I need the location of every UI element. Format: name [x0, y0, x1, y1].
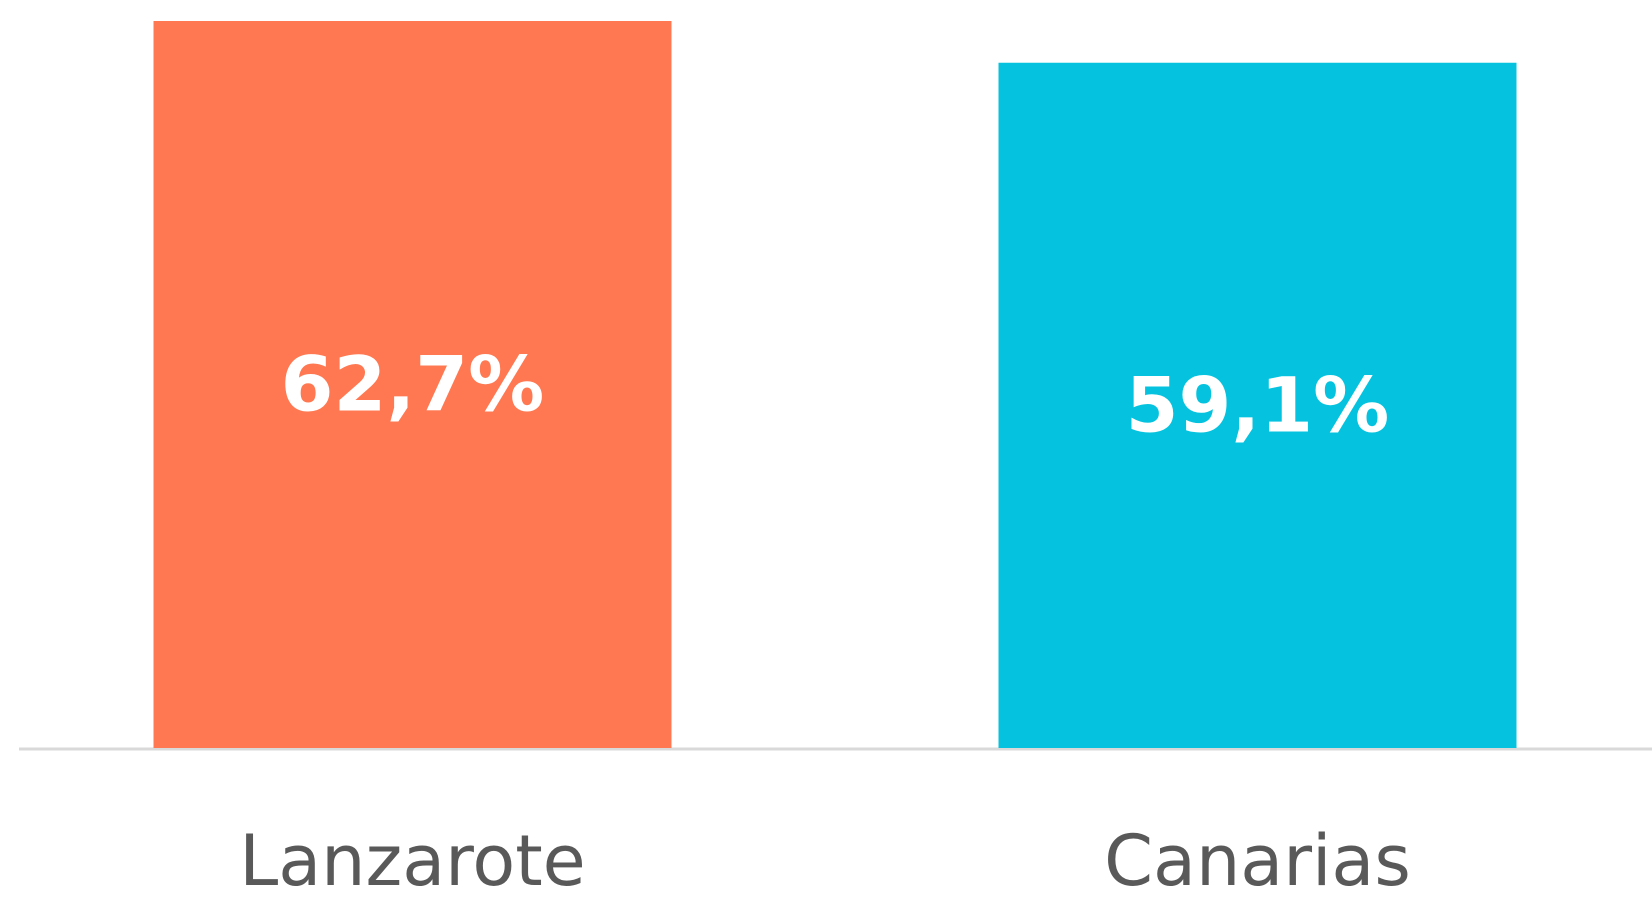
bar: [153, 21, 672, 748]
x-tick-label: Canarias: [1104, 820, 1411, 900]
x-tick-label: Lanzarote: [239, 820, 585, 900]
bar: [998, 62, 1517, 748]
value-label: 62,7%: [281, 339, 545, 428]
value-label: 59,1%: [1126, 360, 1390, 449]
